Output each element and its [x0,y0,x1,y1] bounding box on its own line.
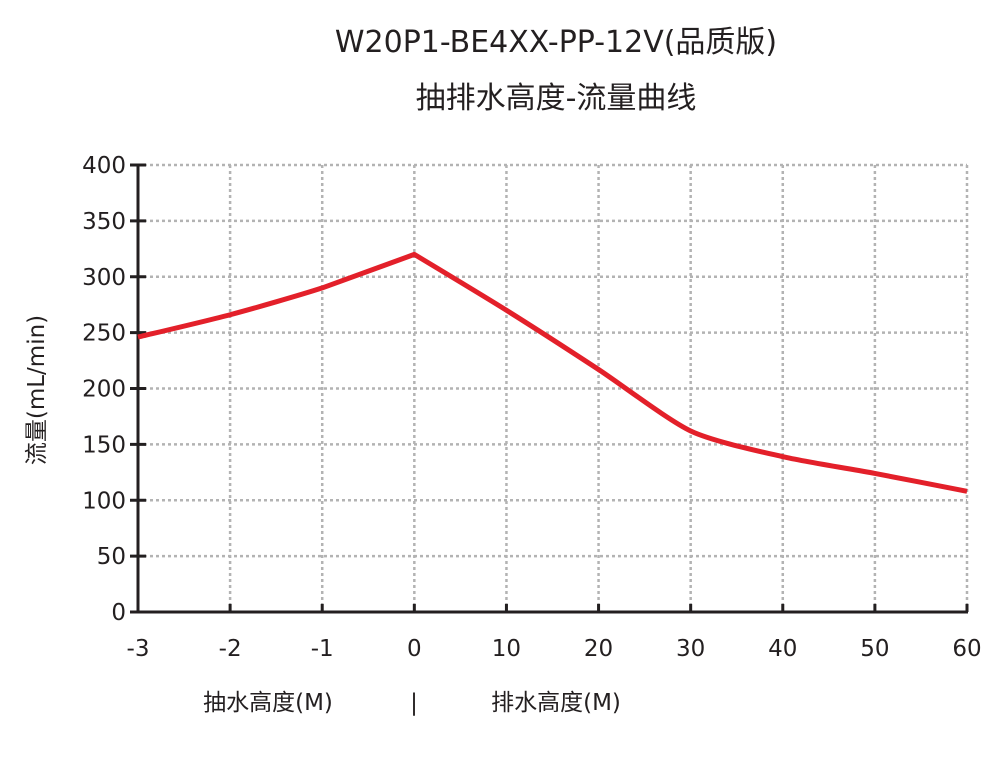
y-tick-label: 250 [82,321,126,347]
y-tick-label: 200 [82,377,126,403]
y-tick-label: 350 [82,209,126,235]
y-tick-label: 150 [82,432,126,458]
x-tick-labels: -3 -2 -1 0 10 20 30 40 50 60 [127,636,982,662]
x-tick-label: -3 [127,636,150,662]
x-tick-label: 20 [584,636,613,662]
chart-title: W20P1-BE4XX-PP-12V(品质版) [335,25,777,60]
y-axis-label: 流量(mL/min) [24,315,50,465]
flow-curve [138,254,967,491]
series [138,254,967,491]
x-tick-label: -1 [311,636,334,662]
y-tick-label: 0 [111,600,126,626]
x-tick-label: 60 [952,636,981,662]
y-tick-label: 50 [97,544,126,570]
x-tick-label: 0 [407,636,422,662]
y-tick-label: 100 [82,488,126,514]
y-tick-label: 400 [82,153,126,179]
x-tick-label: -2 [219,636,242,662]
x-tick-label: 30 [676,636,705,662]
y-tick-labels: 0 50 100 150 200 250 300 350 400 [82,153,126,626]
x-axis-label-separator: | [410,690,418,716]
x-tick-label: 50 [860,636,889,662]
x-axis-label-discharge: 排水高度(M) [491,690,621,716]
chart-subtitle: 抽排水高度-流量曲线 [416,81,697,116]
x-axis-label-suction: 抽水高度(M) [203,690,333,716]
x-tick-label: 40 [768,636,797,662]
grid [138,165,967,612]
x-tick-label: 10 [492,636,521,662]
y-tick-label: 300 [82,265,126,291]
